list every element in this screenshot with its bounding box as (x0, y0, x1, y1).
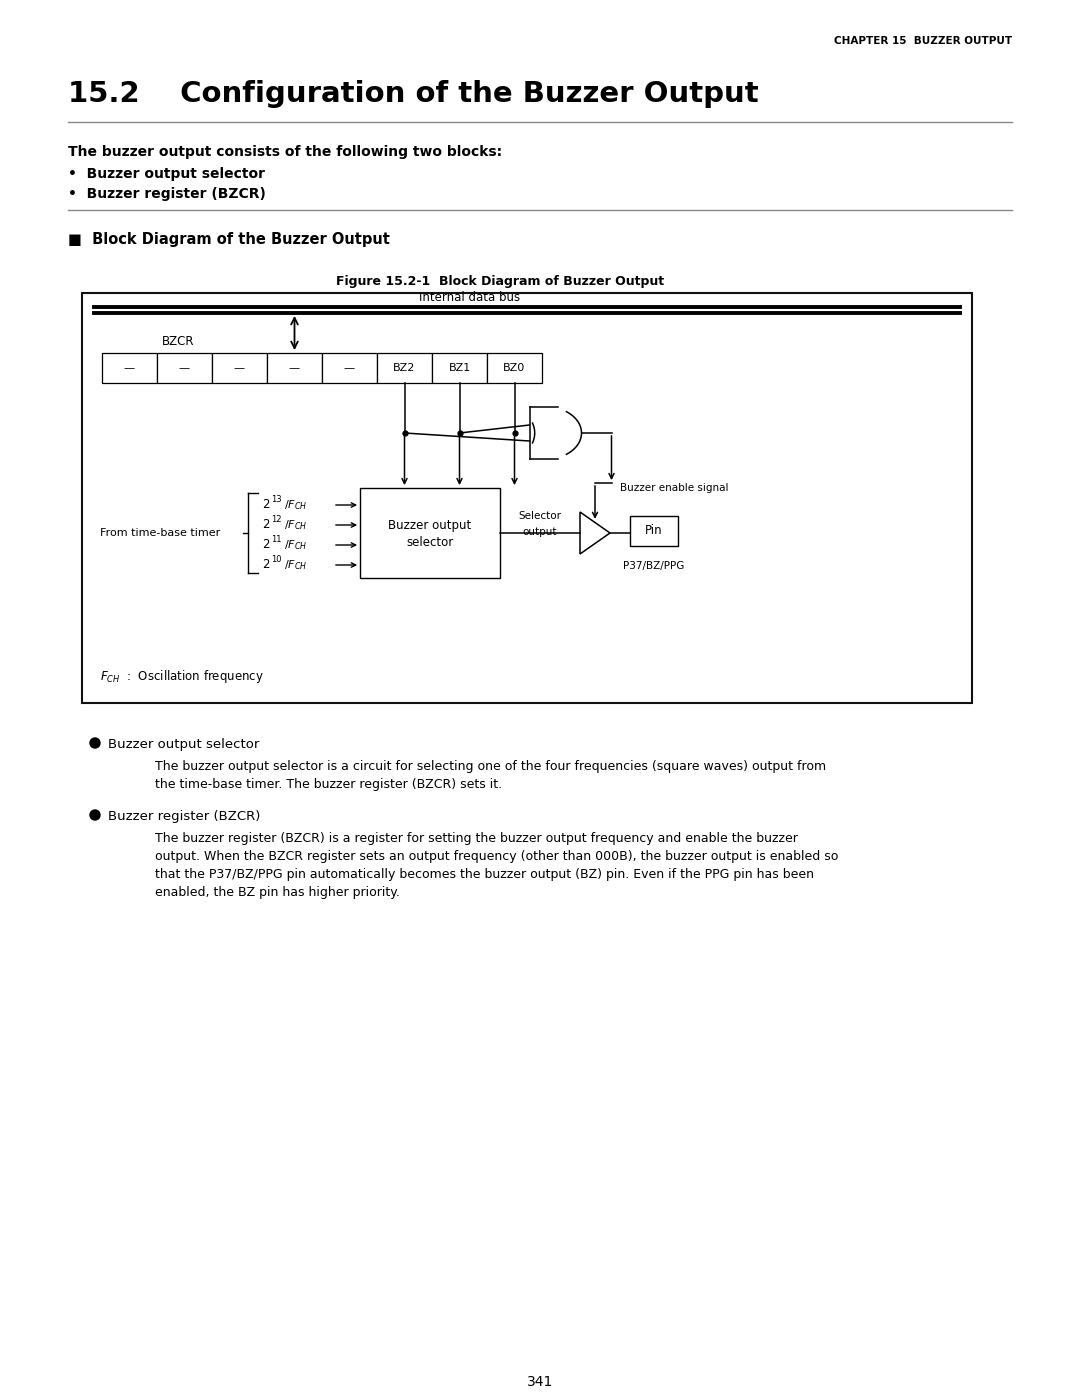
Text: 13: 13 (271, 496, 282, 504)
Bar (322, 353, 377, 383)
Text: The buzzer output selector is a circuit for selecting one of the four frequencie: The buzzer output selector is a circuit … (156, 760, 826, 791)
Text: $F_{CH}$  :  Oscillation frequency: $F_{CH}$ : Oscillation frequency (100, 668, 264, 685)
Text: 2: 2 (262, 538, 270, 552)
Bar (212, 353, 267, 383)
Text: 2: 2 (262, 518, 270, 531)
Bar (377, 353, 432, 383)
Text: 2: 2 (262, 499, 270, 511)
Text: /$F_{CH}$: /$F_{CH}$ (284, 557, 307, 571)
Text: selector: selector (406, 536, 454, 549)
Text: BZCR: BZCR (162, 335, 194, 348)
Text: Buzzer output selector: Buzzer output selector (108, 738, 259, 752)
Text: Buzzer enable signal: Buzzer enable signal (620, 483, 729, 493)
Bar (487, 353, 542, 383)
Text: 12: 12 (271, 515, 282, 524)
Text: ■  Block Diagram of the Buzzer Output: ■ Block Diagram of the Buzzer Output (68, 232, 390, 247)
Bar (157, 353, 212, 383)
Text: CHAPTER 15  BUZZER OUTPUT: CHAPTER 15 BUZZER OUTPUT (834, 36, 1012, 46)
Bar (432, 353, 487, 383)
Text: —: — (234, 363, 245, 373)
Text: /$F_{CH}$: /$F_{CH}$ (284, 538, 307, 552)
Bar (630, 515, 678, 546)
Text: BZ1: BZ1 (448, 363, 471, 373)
Text: Selector: Selector (518, 511, 562, 521)
Bar (267, 353, 322, 383)
Text: Buzzer register (BZCR): Buzzer register (BZCR) (108, 810, 260, 823)
Text: From time-base timer: From time-base timer (99, 528, 220, 538)
Text: output: output (523, 527, 557, 536)
Text: Buzzer output: Buzzer output (389, 518, 472, 531)
Text: /$F_{CH}$: /$F_{CH}$ (284, 499, 307, 511)
Text: •  Buzzer register (BZCR): • Buzzer register (BZCR) (68, 187, 266, 201)
Text: BZ2: BZ2 (393, 363, 416, 373)
Text: /$F_{CH}$: /$F_{CH}$ (284, 518, 307, 532)
Text: BZ0: BZ0 (503, 363, 526, 373)
Text: The buzzer output consists of the following two blocks:: The buzzer output consists of the follow… (68, 145, 502, 159)
Bar (360, 488, 500, 578)
Bar (102, 353, 157, 383)
Text: —: — (289, 363, 300, 373)
Text: Internal data bus: Internal data bus (419, 291, 521, 305)
Text: 341: 341 (527, 1375, 553, 1389)
Text: P37/BZ/PPG: P37/BZ/PPG (623, 562, 685, 571)
Text: Pin: Pin (645, 524, 663, 538)
Text: —: — (124, 363, 135, 373)
Text: 11: 11 (271, 535, 282, 545)
Bar (82, 293, 972, 703)
Text: The buzzer register (BZCR) is a register for setting the buzzer output frequency: The buzzer register (BZCR) is a register… (156, 833, 838, 900)
Text: Figure 15.2-1  Block Diagram of Buzzer Output: Figure 15.2-1 Block Diagram of Buzzer Ou… (336, 275, 664, 288)
Text: —: — (343, 363, 355, 373)
Text: •  Buzzer output selector: • Buzzer output selector (68, 168, 265, 182)
Circle shape (90, 810, 100, 820)
Text: 2: 2 (262, 559, 270, 571)
Text: 15.2    Configuration of the Buzzer Output: 15.2 Configuration of the Buzzer Output (68, 80, 758, 108)
Circle shape (90, 738, 100, 747)
Text: —: — (179, 363, 190, 373)
Text: 10: 10 (271, 556, 282, 564)
